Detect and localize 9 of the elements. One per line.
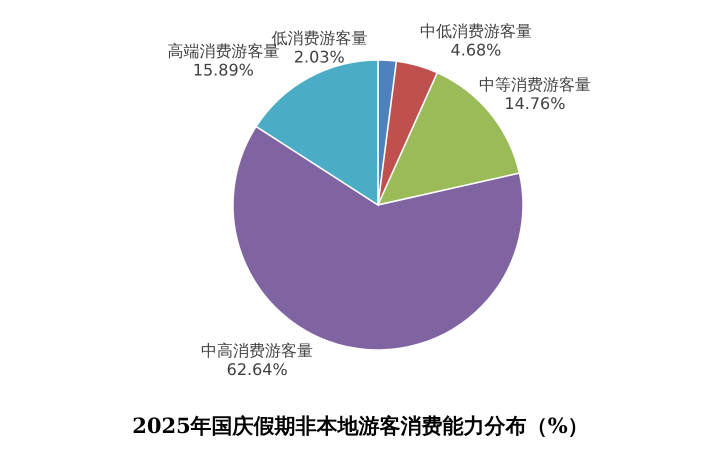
data-label: 62.64% [226, 360, 288, 380]
data-label: 2.03% [294, 47, 345, 66]
text: 2025年国庆假期非本地游客消费能力分布（%） [132, 413, 589, 438]
data-label: 4.68% [450, 40, 502, 60]
slice-label: 中低消费游客量 [420, 22, 532, 41]
data-label: 14.76% [504, 94, 566, 114]
data-label: 15.89% [192, 60, 254, 80]
slice-label: 中等消费游客量 [478, 74, 591, 94]
slice-label: 中高消费游客量 [201, 340, 314, 360]
